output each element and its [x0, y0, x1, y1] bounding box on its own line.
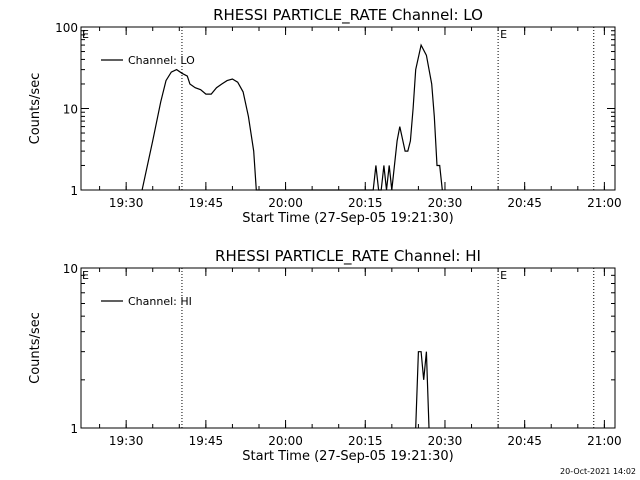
plot-frame [80, 26, 616, 191]
legend-label: Channel: HI [128, 295, 192, 308]
x-tick-label: 19:45 [189, 196, 224, 210]
y-tick-label: 1 [70, 422, 78, 436]
x-tick-label: 21:00 [587, 434, 622, 448]
chart-title: RHESSI PARTICLE_RATE Channel: HI [215, 247, 481, 266]
y-tick-label: 100 [55, 21, 78, 35]
corner-label: E [82, 28, 89, 41]
x-tick-label: 20:00 [268, 196, 303, 210]
event-marker-label: E [500, 28, 507, 41]
y-tick-label: 10 [63, 103, 78, 117]
chart-title: RHESSI PARTICLE_RATE Channel: LO [213, 6, 483, 25]
x-tick-label: 20:15 [348, 434, 383, 448]
y-axis-label: Counts/sec [28, 73, 43, 145]
x-tick-label: 19:45 [189, 434, 224, 448]
x-tick-label: 19:30 [109, 434, 144, 448]
x-tick-label: 20:00 [268, 434, 303, 448]
footer-timestamp: 20-Oct-2021 14:02 [560, 467, 636, 476]
x-tick-label: 21:00 [587, 196, 622, 210]
corner-label: E [82, 269, 89, 282]
x-tick-label: 20:15 [348, 196, 383, 210]
y-tick-label: 10 [63, 262, 78, 276]
x-tick-label: 20:30 [428, 434, 463, 448]
x-axis-label: Start Time (27-Sep-05 19:21:30) [242, 449, 453, 464]
x-axis-label: Start Time (27-Sep-05 19:21:30) [242, 211, 453, 226]
chart-hi-channel: RHESSI PARTICLE_RATE Channel: HI Counts/s… [28, 247, 622, 464]
y-axis-label: Counts/sec [28, 312, 43, 384]
x-tick-label: 19:30 [109, 196, 144, 210]
plot-frame [80, 267, 616, 429]
x-tick-label: 20:30 [428, 196, 463, 210]
chart-lo-channel: RHESSI PARTICLE_RATE Channel: LO Counts/s… [28, 6, 622, 226]
series-line [141, 43, 443, 191]
event-marker-label: E [500, 269, 507, 282]
series-line [415, 351, 430, 429]
x-tick-label: 20:45 [507, 434, 542, 448]
y-tick-label: 1 [70, 184, 78, 198]
x-tick-label: 20:45 [507, 196, 542, 210]
legend-label: Channel: LO [128, 54, 195, 67]
